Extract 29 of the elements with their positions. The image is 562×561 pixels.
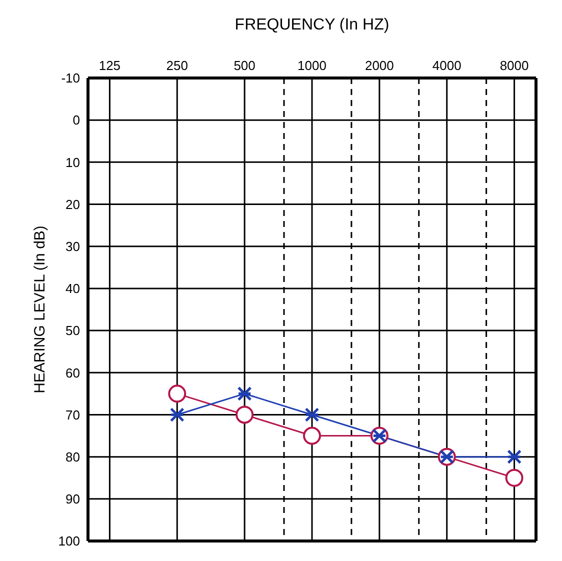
point (304, 407, 320, 422)
point (303, 426, 321, 445)
y-tick-label: 100 (58, 534, 80, 549)
point (170, 407, 184, 422)
y-tick-label: 60 (66, 365, 80, 380)
y-tick-label: 40 (66, 281, 80, 296)
x-tick-label: 4000 (432, 58, 462, 73)
y-tick-label: 70 (66, 407, 80, 422)
point (168, 384, 186, 403)
point (507, 450, 522, 464)
point (236, 406, 254, 424)
x-tick-label: 8000 (500, 58, 529, 73)
x-tick-label: 125 (98, 58, 121, 73)
x-tick-label: 500 (234, 58, 256, 73)
x-tick-label: 2000 (364, 58, 394, 73)
y-tick-label: 10 (66, 154, 80, 170)
y-tick-label: 50 (66, 323, 80, 338)
y-tick-label: 0 (72, 112, 80, 128)
y-axis-title: HEARING LEVEL (In dB) (32, 226, 48, 394)
point (505, 468, 524, 487)
x-axis-title: FREQUENCY (In HZ) (234, 16, 390, 34)
y-tick-label: 90 (66, 492, 80, 507)
y-tick-label: 80 (66, 449, 80, 464)
y-tick-label: 30 (66, 238, 80, 254)
x-tick-label: 250 (166, 58, 188, 73)
y-tick-label: -10 (61, 70, 80, 86)
y-tick-label: 20 (66, 196, 80, 212)
x-tick-label: 1000 (298, 58, 326, 73)
point (237, 386, 252, 401)
